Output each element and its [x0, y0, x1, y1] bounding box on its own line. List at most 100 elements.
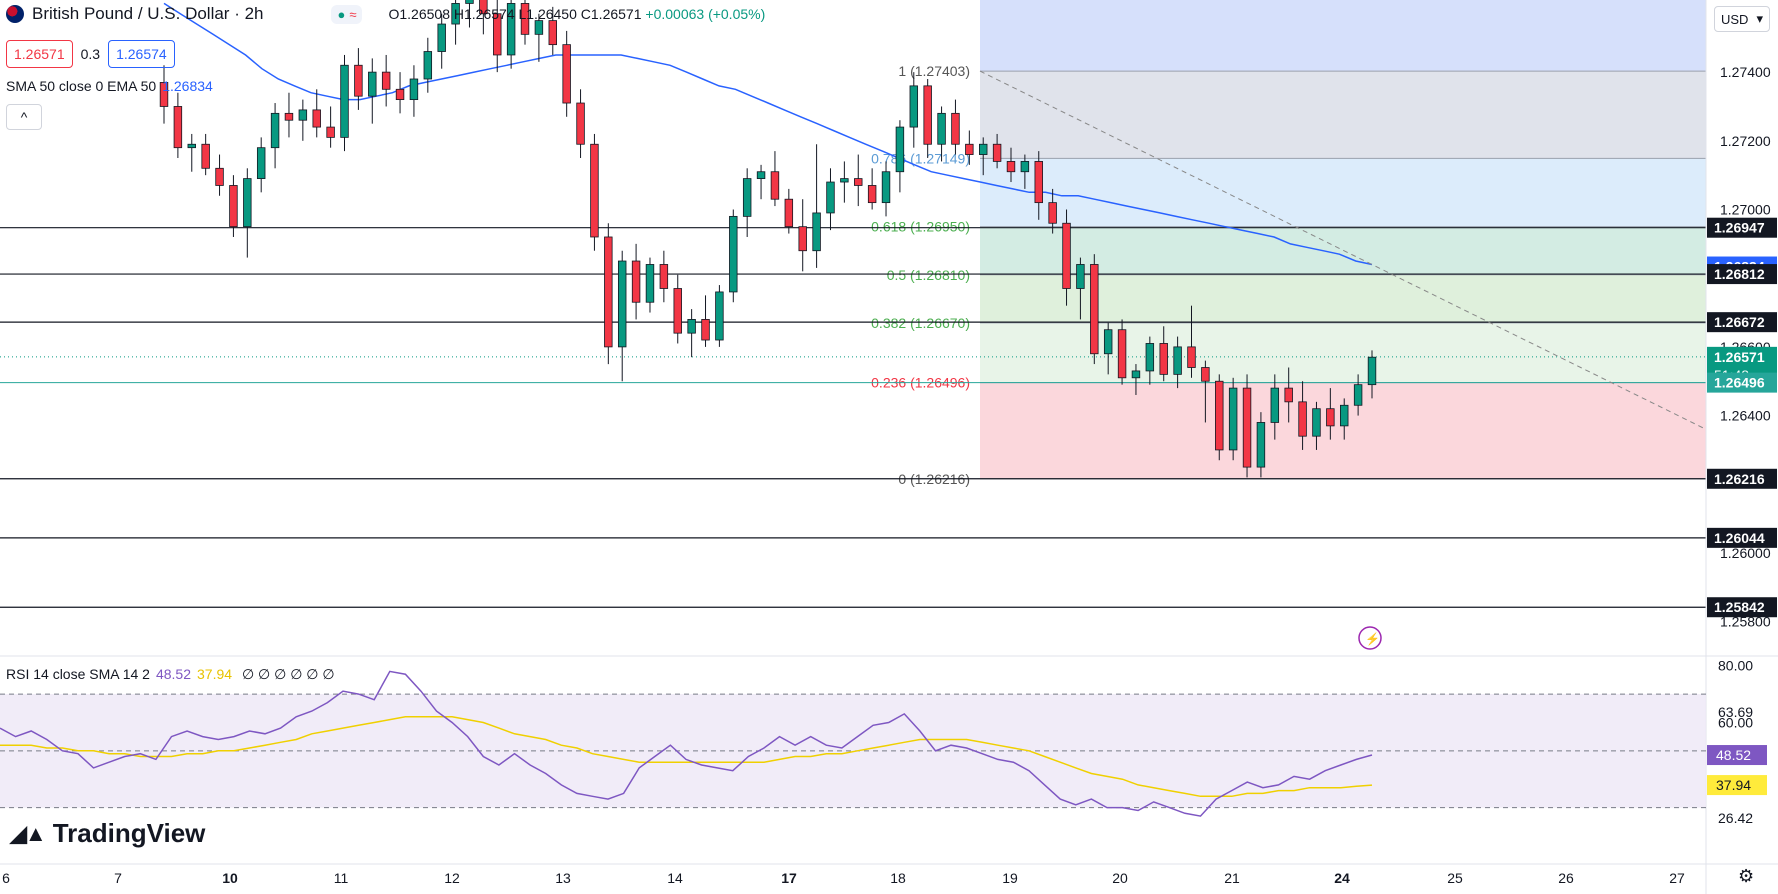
price-label: 1.26947 [1714, 220, 1765, 236]
candle-body [326, 126, 335, 138]
open-value: O1.26508 [388, 6, 450, 22]
candle-body [187, 143, 196, 149]
candle-body [1228, 387, 1238, 451]
price-label: 1.26216 [1714, 471, 1765, 487]
candle-body [1006, 161, 1016, 173]
rsi-sma-value: 37.94 [197, 666, 233, 682]
candle-body [979, 143, 988, 155]
candle-body [520, 3, 530, 35]
rsi-label: RSI 14 close SMA 14 2 [6, 666, 150, 682]
candle-body [854, 178, 863, 186]
price-label: 1.26571 [1714, 349, 1765, 365]
candle-body [159, 82, 169, 107]
fib-zone [980, 382, 1706, 479]
candle-body [284, 112, 294, 121]
price-axis-tick: 1.27000 [1720, 202, 1771, 218]
candle-body [243, 178, 252, 228]
time-axis-tick: 6 [2, 870, 10, 886]
time-axis-tick: 24 [1334, 870, 1350, 886]
candle-body [881, 171, 891, 204]
collapse-legend-button[interactable]: ^ [6, 104, 42, 130]
candle-body [867, 185, 877, 204]
indicator-legend-ema[interactable]: SMA 50 close 0 EMA 50 1.26834 [6, 78, 213, 94]
candle-body [562, 44, 571, 104]
rsi-placeholders: ∅ ∅ ∅ ∅ ∅ ∅ [241, 666, 335, 682]
candle-body [256, 147, 266, 179]
time-axis-tick: 14 [667, 870, 683, 886]
candle-body [1256, 422, 1266, 468]
candle-body [229, 185, 238, 228]
price-label-box [1707, 217, 1777, 238]
tradingview-logo[interactable]: ◢▲ TradingView [10, 818, 205, 849]
candle-body [687, 319, 696, 334]
price-axis-tick: 1.27400 [1720, 64, 1771, 80]
candle-body [1298, 401, 1307, 437]
candle-body [1242, 387, 1252, 468]
lightning-icon [1358, 626, 1382, 650]
candle-body [1117, 329, 1127, 379]
candle-body [673, 288, 682, 334]
price-label-box [1707, 264, 1777, 285]
price-axis-tick: 1.25800 [1720, 614, 1771, 630]
candle-body [1020, 161, 1030, 173]
price-label-box [1707, 597, 1777, 618]
sell-button[interactable]: 1.26571 [6, 40, 73, 68]
price-label: 1.25842 [1714, 599, 1765, 615]
rsi-label: 37.94 [1716, 777, 1751, 793]
price-label: 1.26812 [1714, 266, 1765, 282]
brand-name: TradingView [52, 818, 206, 848]
candle-body [1340, 404, 1349, 427]
time-axis-tick: 11 [334, 870, 349, 886]
candle-body [617, 260, 627, 348]
candle-body [1215, 380, 1224, 451]
settings-gear-icon[interactable]: ⚙ [1738, 866, 1755, 886]
fib-label: 0.382 (1.26670) [871, 315, 970, 331]
candle-body [992, 143, 1002, 162]
time-axis-tick: 18 [890, 870, 906, 886]
price-label-box [1707, 468, 1777, 489]
time-axis-tick: 27 [1669, 870, 1685, 886]
close-value: C1.26571 [580, 6, 642, 22]
candle-body [1284, 387, 1293, 403]
time-axis-tick: 10 [222, 870, 238, 886]
buy-button[interactable]: 1.26574 [108, 40, 175, 68]
candle-body [742, 178, 752, 217]
candle-body [368, 71, 377, 97]
symbol-title[interactable]: British Pound / U.S. Dollar · 2h [32, 4, 264, 23]
currency-selector[interactable]: USD ▾ [1714, 6, 1770, 32]
rsi-legend[interactable]: RSI 14 close SMA 14 2 48.52 37.94 ∅ ∅ ∅ ∅ … [6, 666, 335, 683]
low-value: L1.26450 [518, 6, 577, 22]
time-axis-tick: 20 [1112, 870, 1128, 886]
candle-body [312, 109, 321, 128]
candle-body [715, 291, 724, 341]
candle-body [465, 0, 474, 4]
rsi-line [0, 670, 1373, 817]
time-axis-tick: 17 [781, 870, 797, 886]
time-axis-tick: 26 [1558, 870, 1574, 886]
time-axis-tick: 7 [114, 870, 122, 886]
fib-zone [980, 322, 1706, 383]
candle-body [576, 102, 585, 145]
candle-body [840, 178, 849, 183]
candle-body [1131, 370, 1141, 379]
candle-body [1270, 387, 1280, 423]
candle-body [1367, 356, 1377, 386]
time-axis-tick: 12 [444, 870, 460, 886]
price-label: 1.26672 [1714, 314, 1765, 330]
candle-body [1173, 346, 1182, 375]
candle-body [1076, 264, 1085, 289]
candle-body [951, 112, 960, 145]
time-axis-tick: 13 [555, 870, 571, 886]
candle-body [965, 143, 974, 155]
time-axis-tick: 21 [1224, 870, 1240, 886]
candle-body [1048, 202, 1057, 224]
candle-body [493, 13, 502, 56]
time-axis-tick: 25 [1447, 870, 1463, 886]
fib-zone [980, 158, 1706, 227]
rsi-value: 48.52 [155, 666, 192, 682]
price-label-box [1707, 372, 1777, 393]
candle-body [270, 112, 280, 149]
candle-body [437, 23, 446, 52]
status-pill[interactable]: ● ≈ [331, 4, 363, 24]
